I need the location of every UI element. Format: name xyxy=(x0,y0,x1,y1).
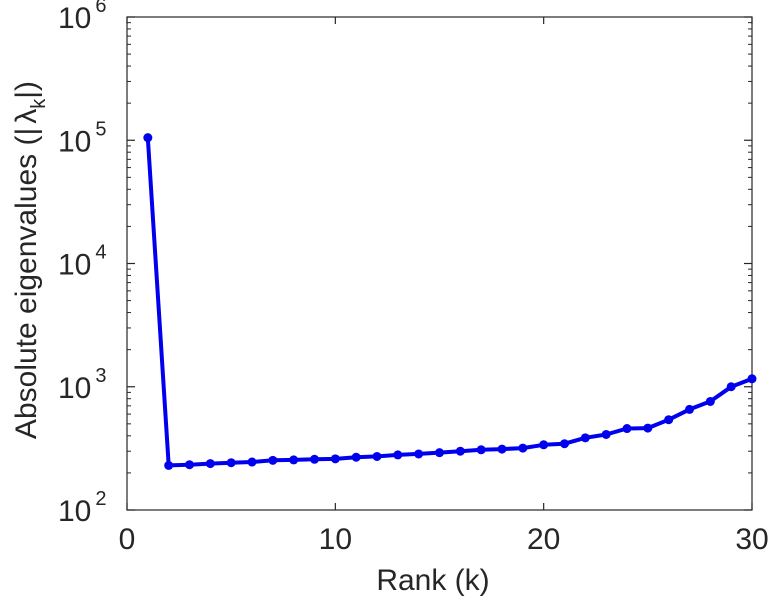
data-point xyxy=(310,454,319,464)
data-point xyxy=(226,458,236,468)
data-point xyxy=(268,455,278,465)
data-point xyxy=(560,439,569,449)
y-axis-label-text: Absolute eigenvalues (| xyxy=(10,128,43,439)
data-point xyxy=(205,459,215,469)
data-point xyxy=(664,415,674,425)
x-axis: 0 10 20 30 xyxy=(119,17,769,556)
series-line xyxy=(145,137,753,468)
data-point xyxy=(143,133,153,143)
data-point xyxy=(435,448,444,458)
y-tick-label: 10 5 xyxy=(58,118,107,158)
series-layer xyxy=(143,133,757,470)
plot-area xyxy=(126,16,753,511)
data-point xyxy=(414,449,424,459)
data-point xyxy=(643,423,653,433)
data-point xyxy=(330,454,340,464)
x-axis-label: Rank (k) xyxy=(376,564,489,597)
data-point xyxy=(601,429,611,439)
data-point xyxy=(622,424,632,434)
y-axis-label-subscript: k xyxy=(28,98,50,109)
y-axis-label-close: |) xyxy=(10,81,43,99)
x-tick-label: 10 xyxy=(319,523,352,556)
data-point xyxy=(580,433,590,443)
data-point xyxy=(247,457,257,467)
data-point xyxy=(372,451,382,461)
data-point xyxy=(351,452,361,462)
x-tick-label: 30 xyxy=(735,523,768,556)
y-tick-label: 10 4 xyxy=(58,242,107,282)
data-point xyxy=(185,460,194,470)
svg-text:Absolute eigenvalues (|λk|): Absolute eigenvalues (| λk|) xyxy=(10,81,50,439)
plot-frame xyxy=(126,16,753,511)
data-point xyxy=(476,445,486,455)
data-point xyxy=(393,450,403,460)
data-point xyxy=(289,455,299,465)
data-point xyxy=(455,446,465,456)
data-point xyxy=(518,443,528,453)
y-tick-label: 10 2 xyxy=(58,488,107,528)
x-tick-label: 20 xyxy=(527,523,560,556)
data-point xyxy=(747,374,757,384)
data-point xyxy=(726,382,736,392)
data-point xyxy=(539,440,549,450)
data-point xyxy=(705,396,715,406)
data-point xyxy=(164,460,174,470)
data-point xyxy=(497,444,507,454)
data-point xyxy=(685,404,694,414)
y-tick-label: 10 6 xyxy=(58,0,107,35)
y-axis-label: Absolute eigenvalues (| λk|) xyxy=(10,81,50,439)
x-tick-label: 0 xyxy=(119,523,136,556)
y-tick-label: 10 3 xyxy=(58,365,107,405)
y-axis-label-symbol: λ xyxy=(10,109,43,124)
